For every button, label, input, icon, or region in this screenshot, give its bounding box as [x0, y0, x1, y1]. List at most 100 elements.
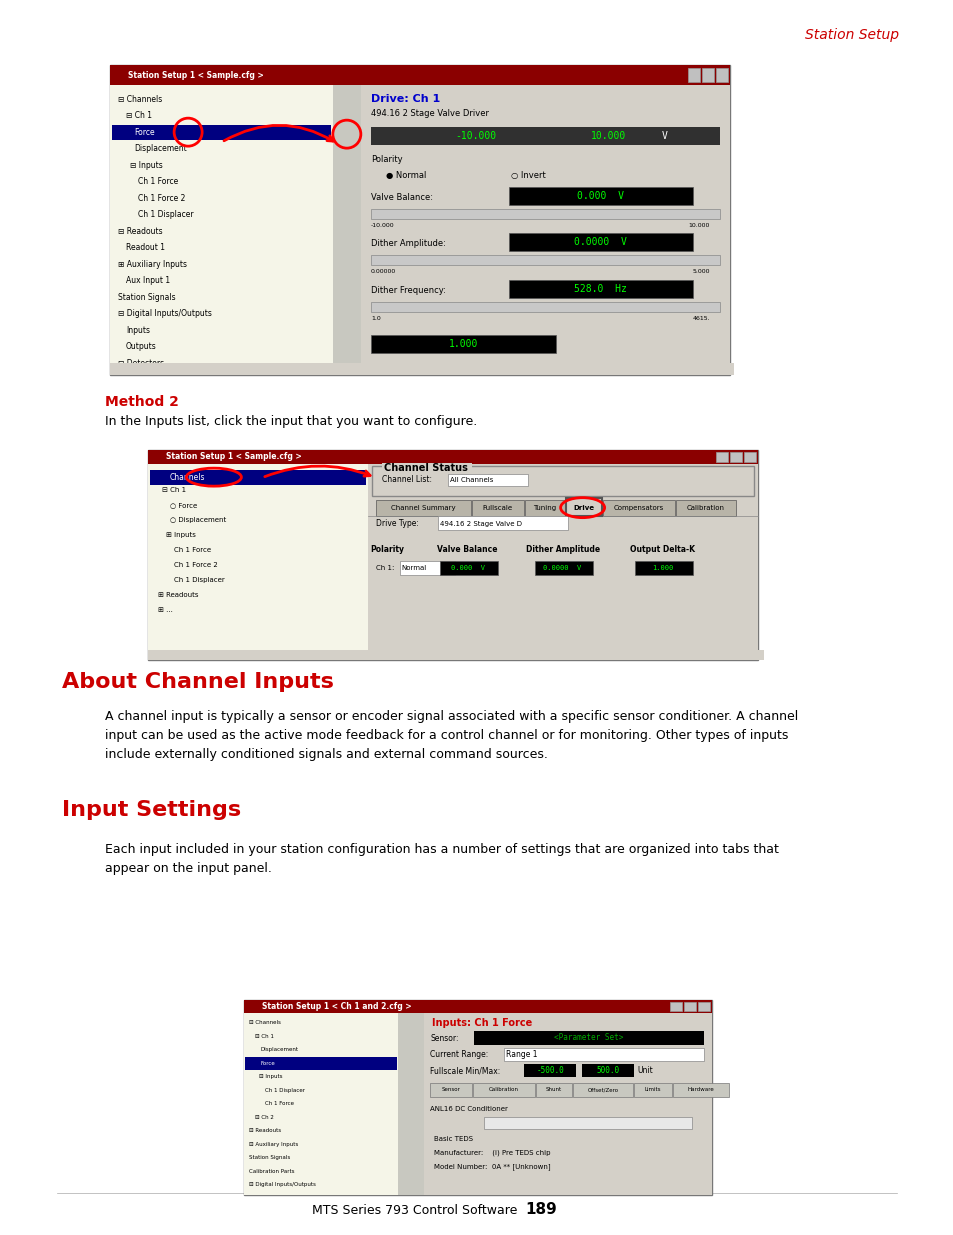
Text: ⊟ Readouts: ⊟ Readouts — [249, 1129, 281, 1134]
Bar — [565, 363, 574, 375]
Bar — [510, 363, 517, 375]
Bar — [270, 363, 277, 375]
Bar — [206, 363, 213, 375]
Bar — [182, 363, 190, 375]
Text: Offset/Zero: Offset/Zero — [587, 1087, 618, 1092]
Bar — [714, 650, 721, 659]
Bar — [735, 650, 742, 659]
Text: ⊟ Channels: ⊟ Channels — [118, 95, 162, 104]
Bar — [541, 363, 550, 375]
Bar — [118, 363, 126, 375]
Bar — [381, 463, 471, 473]
Bar — [757, 650, 763, 659]
Text: Ch 1 Force 2: Ch 1 Force 2 — [138, 194, 185, 203]
Bar — [371, 335, 555, 353]
Bar — [665, 650, 672, 659]
Bar — [371, 209, 720, 219]
Text: Channel List:: Channel List: — [381, 475, 431, 484]
Bar — [183, 650, 190, 659]
Bar — [483, 650, 491, 659]
Bar — [253, 650, 260, 659]
Bar — [158, 363, 166, 375]
Bar — [685, 363, 693, 375]
Bar — [581, 363, 589, 375]
Text: 528.0  Hz: 528.0 Hz — [574, 284, 627, 294]
Text: Dither Frequency:: Dither Frequency: — [371, 285, 445, 295]
Bar — [435, 650, 441, 659]
Bar — [534, 363, 541, 375]
Bar — [470, 650, 476, 659]
Bar — [428, 650, 435, 659]
Text: ● Normal: ● Normal — [386, 170, 426, 179]
Text: Displacement: Displacement — [261, 1047, 298, 1052]
Text: 1.0: 1.0 — [371, 316, 380, 321]
Bar — [218, 650, 225, 659]
Text: Normal: Normal — [401, 564, 426, 571]
Bar — [512, 650, 518, 659]
Bar — [524, 500, 564, 516]
Bar — [589, 363, 598, 375]
Bar — [333, 85, 361, 375]
Text: ⊞ Readouts: ⊞ Readouts — [158, 592, 198, 598]
Text: 1.000: 1.000 — [651, 564, 673, 571]
Bar — [581, 650, 588, 659]
Bar — [700, 650, 707, 659]
Bar — [110, 363, 118, 375]
Bar — [245, 1057, 397, 1071]
Bar — [525, 363, 534, 375]
Text: Each input included in your station configuration has a number of settings that : Each input included in your station conf… — [105, 844, 778, 876]
Text: Manufacturer:    (i) Pre TEDS chip: Manufacturer: (i) Pre TEDS chip — [434, 1150, 550, 1156]
Bar — [190, 650, 196, 659]
Bar — [716, 452, 727, 462]
Text: Drive: Drive — [573, 505, 594, 510]
Bar — [350, 363, 357, 375]
Bar — [190, 363, 198, 375]
Bar — [687, 68, 700, 83]
Bar — [150, 469, 365, 484]
Bar — [560, 650, 567, 659]
Bar — [399, 650, 407, 659]
Bar — [274, 650, 281, 659]
Bar — [211, 650, 218, 659]
Bar — [709, 363, 718, 375]
Bar — [309, 650, 315, 659]
Text: Drive: Ch 1: Drive: Ch 1 — [371, 94, 440, 104]
Text: Inputs: Ch 1 Force: Inputs: Ch 1 Force — [432, 1018, 532, 1028]
Bar — [718, 363, 725, 375]
Text: Method 2: Method 2 — [105, 395, 179, 409]
Bar — [707, 650, 714, 659]
Bar — [310, 363, 317, 375]
Text: <Parameter Set>: <Parameter Set> — [554, 1034, 623, 1042]
Bar — [558, 363, 565, 375]
Bar — [142, 363, 150, 375]
Bar — [398, 1013, 424, 1195]
Bar — [721, 650, 728, 659]
Text: Ch 1 Displacer: Ch 1 Displacer — [265, 1088, 305, 1093]
Bar — [439, 561, 497, 574]
Text: 0.00000: 0.00000 — [371, 269, 395, 274]
Bar — [725, 363, 733, 375]
Text: Outputs: Outputs — [126, 342, 156, 351]
Bar — [644, 650, 651, 659]
Text: Readout 1: Readout 1 — [126, 243, 165, 252]
Bar — [213, 363, 222, 375]
Text: Inputs: Inputs — [126, 326, 150, 335]
Bar — [573, 1083, 633, 1097]
Bar — [728, 650, 735, 659]
Bar — [605, 363, 614, 375]
Bar — [645, 363, 654, 375]
Text: ⊞ ...: ⊞ ... — [158, 606, 172, 613]
Bar — [371, 127, 720, 146]
Bar — [534, 561, 592, 574]
Text: ○ Displacement: ○ Displacement — [170, 516, 226, 522]
Text: Ch 1:: Ch 1: — [375, 564, 394, 571]
Bar — [421, 363, 430, 375]
Bar — [230, 363, 237, 375]
Bar — [437, 516, 567, 530]
Bar — [378, 650, 386, 659]
Bar — [281, 650, 288, 659]
Text: Station Setup 1 < Sample.cfg >: Station Setup 1 < Sample.cfg > — [128, 70, 263, 79]
Bar — [286, 363, 294, 375]
Bar — [449, 650, 456, 659]
Bar — [546, 650, 554, 659]
